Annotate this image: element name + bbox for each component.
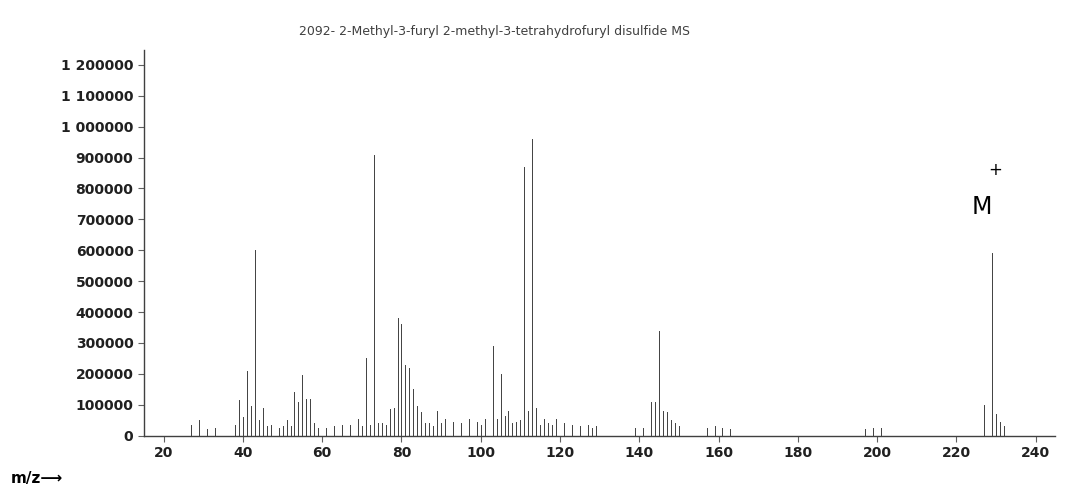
Text: 2092- 2-Methyl-3-furyl 2-methyl-3-tetrahydrofuryl disulfide MS: 2092- 2-Methyl-3-furyl 2-methyl-3-tetrah… [298,25,690,38]
Text: +: + [988,161,1002,179]
Text: m/z⟶: m/z⟶ [11,471,63,486]
Text: M: M [972,196,992,219]
